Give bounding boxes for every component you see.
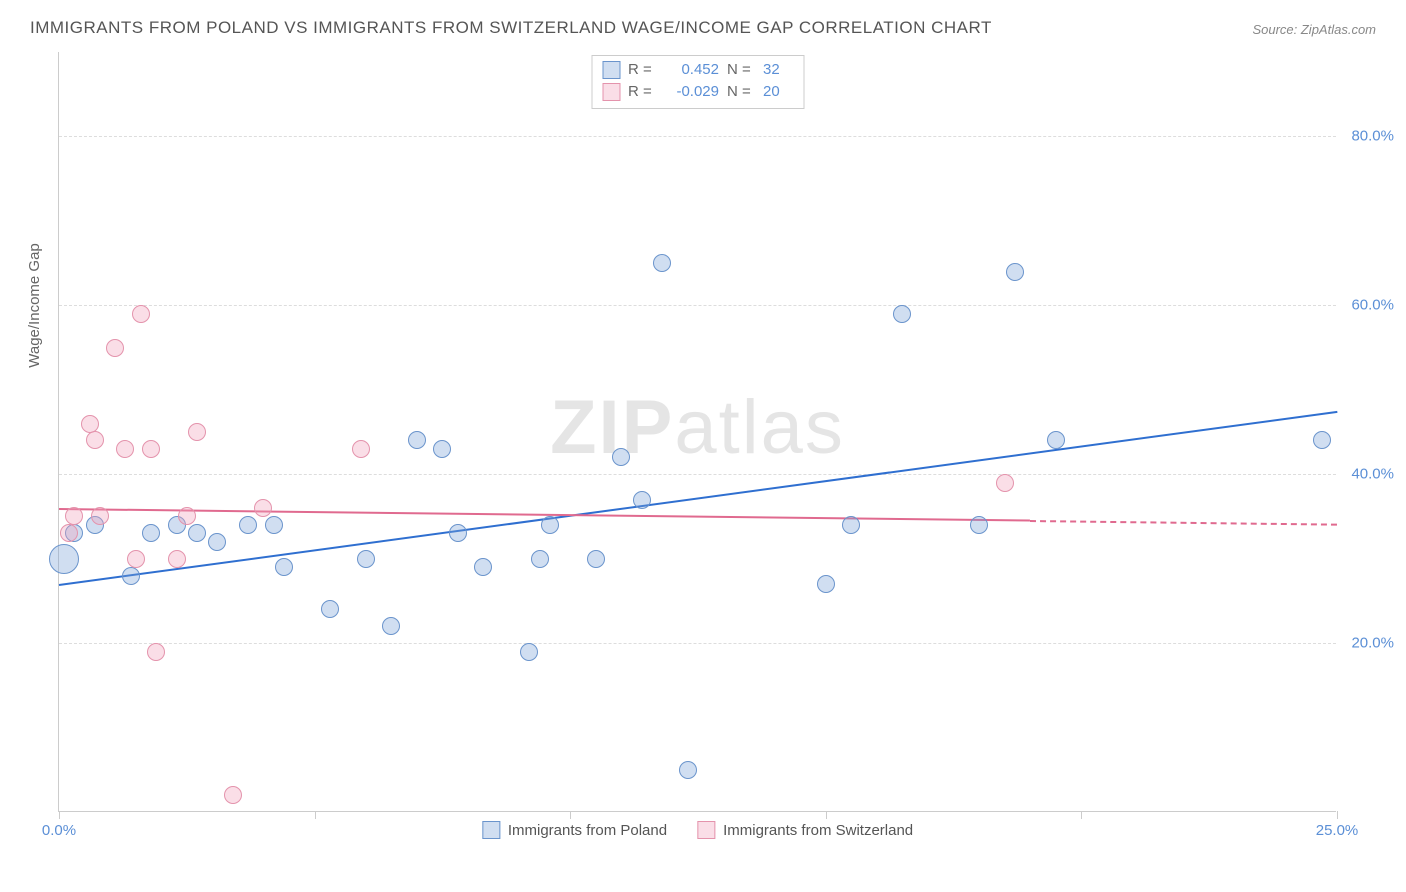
stat-r-value: 0.452 (664, 59, 719, 81)
data-point (970, 516, 988, 534)
watermark: ZIPatlas (550, 384, 845, 471)
data-point (1047, 431, 1065, 449)
y-tick-label: 80.0% (1344, 128, 1394, 145)
x-tick (1081, 811, 1082, 819)
data-point (996, 474, 1014, 492)
data-point (81, 415, 99, 433)
data-point (541, 516, 559, 534)
data-point (116, 440, 134, 458)
data-point (817, 575, 835, 593)
data-point (106, 339, 124, 357)
correlation-stats-box: R = 0.452 N = 32 R = -0.029 N = 20 (591, 55, 804, 109)
stat-r-label: R = (628, 59, 656, 81)
legend-swatch (482, 821, 500, 839)
data-point (275, 558, 293, 576)
stat-r-value: -0.029 (664, 81, 719, 103)
data-point (531, 550, 549, 568)
data-point (239, 516, 257, 534)
data-point (142, 440, 160, 458)
x-tick-label: 25.0% (1316, 822, 1359, 839)
data-point (842, 516, 860, 534)
x-tick (315, 811, 316, 819)
chart-title: IMMIGRANTS FROM POLAND VS IMMIGRANTS FRO… (30, 18, 992, 38)
legend-label: Immigrants from Poland (508, 822, 667, 839)
data-point (122, 567, 140, 585)
data-point (168, 550, 186, 568)
stat-n-label: N = (727, 81, 755, 103)
gridline (59, 136, 1336, 137)
data-point (679, 761, 697, 779)
data-point (142, 524, 160, 542)
data-point (188, 524, 206, 542)
stat-n-value: 20 (763, 81, 793, 103)
legend-item: Immigrants from Switzerland (697, 821, 913, 839)
series-legend: Immigrants from Poland Immigrants from Sw… (482, 821, 913, 839)
data-point (633, 491, 651, 509)
data-point (208, 533, 226, 551)
data-point (321, 600, 339, 618)
x-tick (826, 811, 827, 819)
data-point (254, 499, 272, 517)
data-point (382, 617, 400, 635)
legend-label: Immigrants from Switzerland (723, 822, 913, 839)
source-attribution: Source: ZipAtlas.com (1252, 22, 1376, 37)
data-point (178, 507, 196, 525)
x-tick-label: 0.0% (42, 822, 76, 839)
data-point (520, 643, 538, 661)
data-point (893, 305, 911, 323)
data-point (127, 550, 145, 568)
data-point (60, 524, 78, 542)
legend-swatch (697, 821, 715, 839)
x-tick (59, 811, 60, 819)
gridline (59, 474, 1336, 475)
data-point (132, 305, 150, 323)
data-point (612, 448, 630, 466)
legend-swatch (602, 61, 620, 79)
legend-swatch (602, 83, 620, 101)
stat-r-label: R = (628, 81, 656, 103)
trend-line (59, 411, 1337, 586)
data-point (91, 507, 109, 525)
gridline (59, 305, 1336, 306)
legend-item: Immigrants from Poland (482, 821, 667, 839)
x-tick (1337, 811, 1338, 819)
gridline (59, 643, 1336, 644)
y-tick-label: 20.0% (1344, 635, 1394, 652)
y-axis-label: Wage/Income Gap (26, 243, 43, 368)
data-point (224, 786, 242, 804)
data-point (1313, 431, 1331, 449)
stats-row: R = 0.452 N = 32 (602, 59, 793, 81)
stat-n-label: N = (727, 59, 755, 81)
x-tick (570, 811, 571, 819)
chart-plot-area: ZIPatlas R =0.452N =32R =-0.029N =20 Imm… (58, 52, 1336, 812)
data-point (357, 550, 375, 568)
data-point (265, 516, 283, 534)
data-point (86, 431, 104, 449)
data-point (49, 544, 79, 574)
data-point (1006, 263, 1024, 281)
data-point (408, 431, 426, 449)
data-point (653, 254, 671, 272)
trend-line-extrapolated (1030, 520, 1337, 526)
data-point (188, 423, 206, 441)
data-point (449, 524, 467, 542)
data-point (433, 440, 451, 458)
data-point (352, 440, 370, 458)
y-tick-label: 40.0% (1344, 466, 1394, 483)
y-tick-label: 60.0% (1344, 297, 1394, 314)
data-point (65, 507, 83, 525)
data-point (587, 550, 605, 568)
data-point (147, 643, 165, 661)
stat-n-value: 32 (763, 59, 793, 81)
data-point (474, 558, 492, 576)
stats-row: R = -0.029 N = 20 (602, 81, 793, 103)
